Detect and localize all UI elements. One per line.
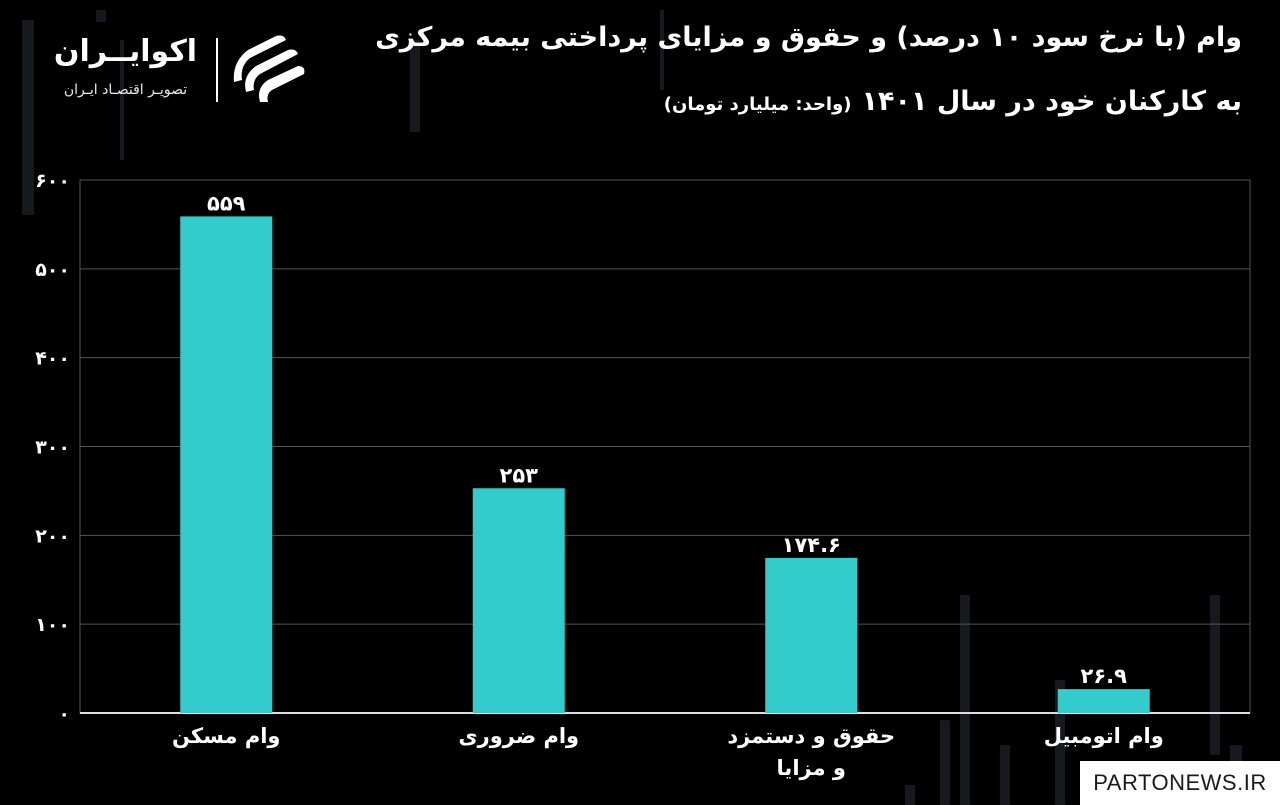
ecoiran-stripes-icon xyxy=(233,35,305,102)
background-candle xyxy=(1210,595,1220,755)
background-candle xyxy=(1055,680,1065,805)
background-candle xyxy=(120,40,124,160)
watermark: PARTONEWS.IR xyxy=(1080,761,1280,805)
bar-value-label: ۲۶.۹ xyxy=(1081,664,1128,688)
bar xyxy=(1057,689,1150,713)
y-tick-label: ۲۰۰ xyxy=(35,525,70,547)
logo-tagline: تصویـر اقتصـاد ایـران xyxy=(63,82,188,98)
logo-divider xyxy=(216,38,218,102)
background-candle xyxy=(660,10,664,90)
x-tick-label: و مزایا xyxy=(777,756,846,780)
logo-name: اکوایــران xyxy=(53,34,198,69)
bar xyxy=(180,216,273,713)
background-candle xyxy=(960,595,970,805)
background-candle xyxy=(22,20,34,215)
y-tick-label: ۴۰۰ xyxy=(35,348,70,370)
y-tick-label: ۶۰۰ xyxy=(35,170,70,192)
chart-unit-label: (واحد: میلیارد تومان) xyxy=(663,94,852,115)
bar-value-label: ۲۵۳ xyxy=(500,463,539,487)
brand-logo: اکوایــران تصویـر اقتصـاد ایـران xyxy=(48,30,308,110)
x-tick-label: حقوق و دستمزد xyxy=(727,724,895,748)
chart-title-line-2: به کارکنان خود در سال ۱۴۰۱ (واحد: میلیارد… xyxy=(664,86,1242,117)
y-tick-label: ۵۰۰ xyxy=(35,259,70,281)
chart-title-line-1: وام (با نرخ سود ۱۰ درصد) و حقوق و مزایای… xyxy=(375,22,1242,53)
background-candle xyxy=(1000,745,1010,805)
x-tick-label: وام مسکن xyxy=(172,724,280,748)
bar-value-label: ۵۵۹ xyxy=(207,191,246,215)
background-candle xyxy=(96,10,106,22)
y-tick-label: ۰ xyxy=(58,703,70,725)
x-tick-label: وام ضروری xyxy=(458,724,579,748)
bar-value-label: ۱۷۴.۶ xyxy=(782,533,841,557)
bar xyxy=(472,488,565,713)
bar xyxy=(765,557,858,713)
y-tick-label: ۱۰۰ xyxy=(35,614,70,636)
background-candle xyxy=(410,40,420,132)
x-tick-label: وام اتومبیل xyxy=(1044,724,1164,748)
chart-title-main: به کارکنان خود در سال ۱۴۰۱ xyxy=(861,86,1242,117)
background-candle xyxy=(905,785,915,805)
y-tick-label: ۳۰۰ xyxy=(35,437,70,459)
background-candle xyxy=(940,720,950,805)
